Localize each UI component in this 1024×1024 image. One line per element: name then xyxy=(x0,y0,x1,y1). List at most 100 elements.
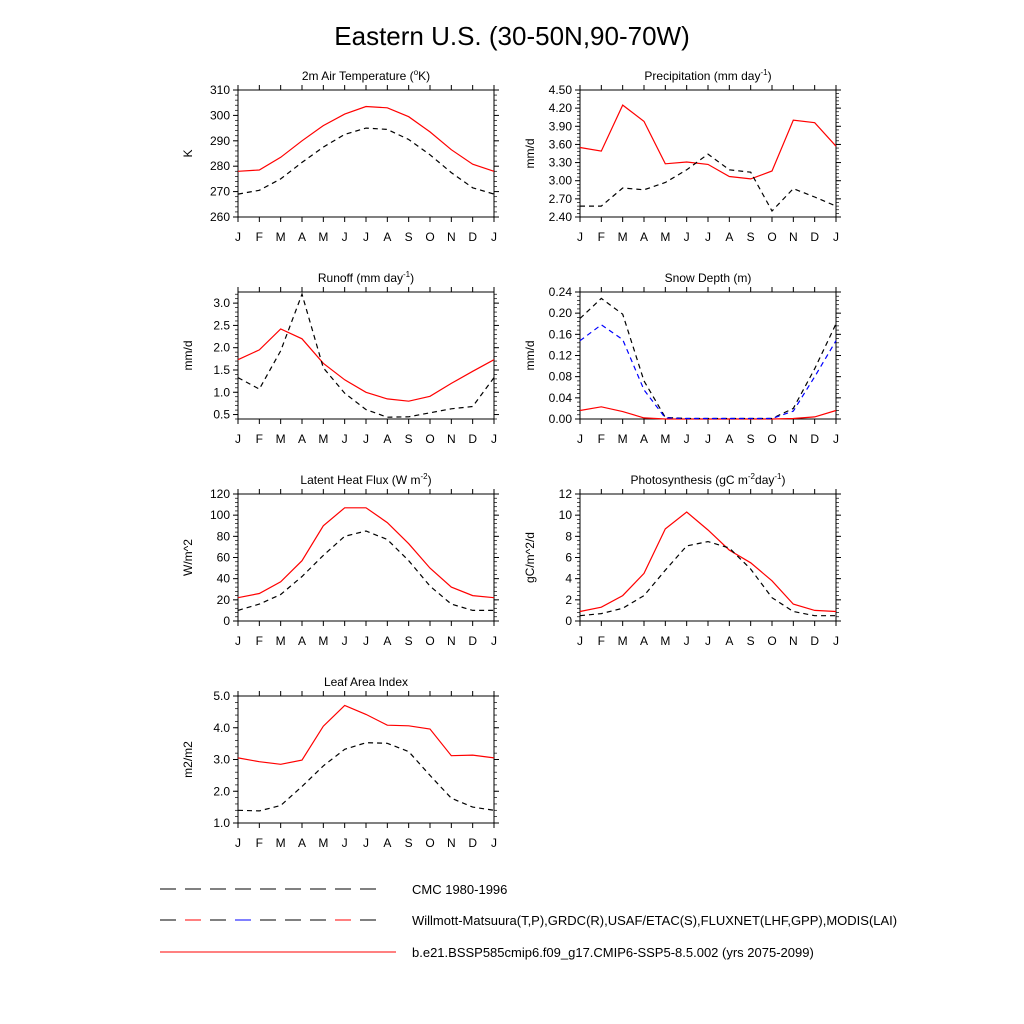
chart-latent-heat: Latent Heat Flux (W m-2) W/m^2 0 20 40 60 80 10… xyxy=(181,472,499,648)
x-tick-label: N xyxy=(789,432,798,446)
y-tick-label: 310 xyxy=(210,83,230,97)
y-axis-label: m2/m2 xyxy=(181,741,195,778)
plot-frame xyxy=(237,89,495,218)
x-tick-label: M xyxy=(276,634,286,648)
legend-label: CMC 1980-1996 xyxy=(412,882,507,897)
y-tick-label: 0.08 xyxy=(549,370,573,384)
y-tick-label: 4.20 xyxy=(549,101,573,115)
y-tick-label: 1.0 xyxy=(213,385,230,399)
x-tick-label: A xyxy=(383,432,391,446)
y-tick-label: 0.16 xyxy=(549,327,573,341)
x-tick-label: F xyxy=(256,634,263,648)
x-tick-label: A xyxy=(640,230,648,244)
y-tick-label: 1.0 xyxy=(213,816,230,830)
y-axis-label: K xyxy=(181,149,195,157)
y-tick-label: 290 xyxy=(210,134,230,148)
x-tick-label: J xyxy=(235,230,241,244)
x-tick-label: A xyxy=(383,230,391,244)
x-tick-label: J xyxy=(363,230,369,244)
x-tick-label: J xyxy=(363,432,369,446)
y-tick-label: 3.0 xyxy=(213,753,230,767)
x-tick-label: D xyxy=(810,230,819,244)
y-axis-label: mm/d xyxy=(523,341,537,371)
plot-frame xyxy=(237,493,495,622)
figure-title: Eastern U.S. (30-50N,90-70W) xyxy=(334,21,689,51)
y-tick-label: 120 xyxy=(210,487,230,501)
x-tick-label: F xyxy=(598,634,605,648)
y-tick-label: 0.00 xyxy=(549,412,573,426)
x-tick-label: J xyxy=(684,230,690,244)
series-line-obs-cmc xyxy=(237,742,495,812)
x-tick-label: J xyxy=(577,634,583,648)
y-tick-label: 0.12 xyxy=(549,349,573,363)
x-tick-label: N xyxy=(447,432,456,446)
x-tick-label: J xyxy=(577,432,583,446)
y-tick-label: 12 xyxy=(559,487,573,501)
x-tick-label: F xyxy=(598,230,605,244)
x-tick-label: J xyxy=(363,634,369,648)
x-tick-label: O xyxy=(767,432,776,446)
plot-frame xyxy=(579,493,837,622)
y-tick-label: 0 xyxy=(565,614,572,628)
y-tick-label: 0.20 xyxy=(549,306,573,320)
y-tick-label: 2.40 xyxy=(549,210,573,224)
series-line-obs-cmc xyxy=(237,530,494,612)
series-line-model xyxy=(237,704,495,765)
chart-title: Latent Heat Flux (W m-2) xyxy=(300,472,431,487)
y-tick-label: 20 xyxy=(217,593,231,607)
x-tick-label: J xyxy=(235,432,241,446)
x-tick-label: N xyxy=(447,836,456,850)
x-tick-label: A xyxy=(640,634,648,648)
chart-title: 2m Air Temperature (oK) xyxy=(302,68,430,83)
x-tick-label: O xyxy=(425,230,434,244)
x-tick-label: M xyxy=(318,432,328,446)
x-tick-label: N xyxy=(789,230,798,244)
x-tick-label: S xyxy=(747,432,755,446)
series-line-model xyxy=(579,104,837,180)
x-tick-label: J xyxy=(491,634,497,648)
x-tick-label: O xyxy=(767,230,776,244)
x-tick-label: M xyxy=(618,432,628,446)
y-axis-label: gC/m^2/d xyxy=(523,532,537,583)
y-tick-label: 0.5 xyxy=(213,408,230,422)
x-tick-label: J xyxy=(491,836,497,850)
legend-label: Willmott-Matsuura(T,P),GRDC(R),USAF/ETAC… xyxy=(412,913,897,928)
series-line-model xyxy=(237,507,495,599)
x-tick-label: M xyxy=(276,432,286,446)
y-tick-label: 3.0 xyxy=(213,296,230,310)
x-tick-label: J xyxy=(363,836,369,850)
y-tick-label: 100 xyxy=(210,508,230,522)
series-line-obs-cmc xyxy=(237,127,495,195)
x-tick-label: O xyxy=(425,634,434,648)
x-tick-label: J xyxy=(833,230,839,244)
x-tick-label: J xyxy=(705,634,711,648)
series-line-model xyxy=(579,511,837,613)
x-tick-label: J xyxy=(684,634,690,648)
x-tick-label: A xyxy=(298,634,306,648)
x-tick-label: F xyxy=(256,230,263,244)
x-tick-label: M xyxy=(318,230,328,244)
plot-frame xyxy=(237,291,495,420)
x-tick-label: M xyxy=(276,836,286,850)
x-tick-label: J xyxy=(342,230,348,244)
x-tick-label: A xyxy=(298,230,306,244)
x-tick-label: A xyxy=(383,836,391,850)
y-tick-label: 80 xyxy=(217,529,231,543)
y-tick-label: 40 xyxy=(217,572,231,586)
chart-title: Runoff (mm day-1) xyxy=(318,270,414,285)
x-tick-label: A xyxy=(725,230,733,244)
y-tick-label: 4 xyxy=(565,572,572,586)
x-tick-label: J xyxy=(491,432,497,446)
x-tick-label: M xyxy=(618,634,628,648)
y-tick-label: 4.0 xyxy=(213,721,230,735)
x-tick-label: N xyxy=(789,634,798,648)
x-tick-label: J xyxy=(577,230,583,244)
x-tick-label: D xyxy=(810,432,819,446)
legend-label: b.e21.BSSP585cmip6.f09_g17.CMIP6-SSP5-8.… xyxy=(412,945,814,960)
x-tick-label: D xyxy=(468,634,477,648)
x-tick-label: M xyxy=(276,230,286,244)
x-tick-label: M xyxy=(660,432,670,446)
x-tick-label: M xyxy=(618,230,628,244)
x-tick-label: J xyxy=(705,432,711,446)
